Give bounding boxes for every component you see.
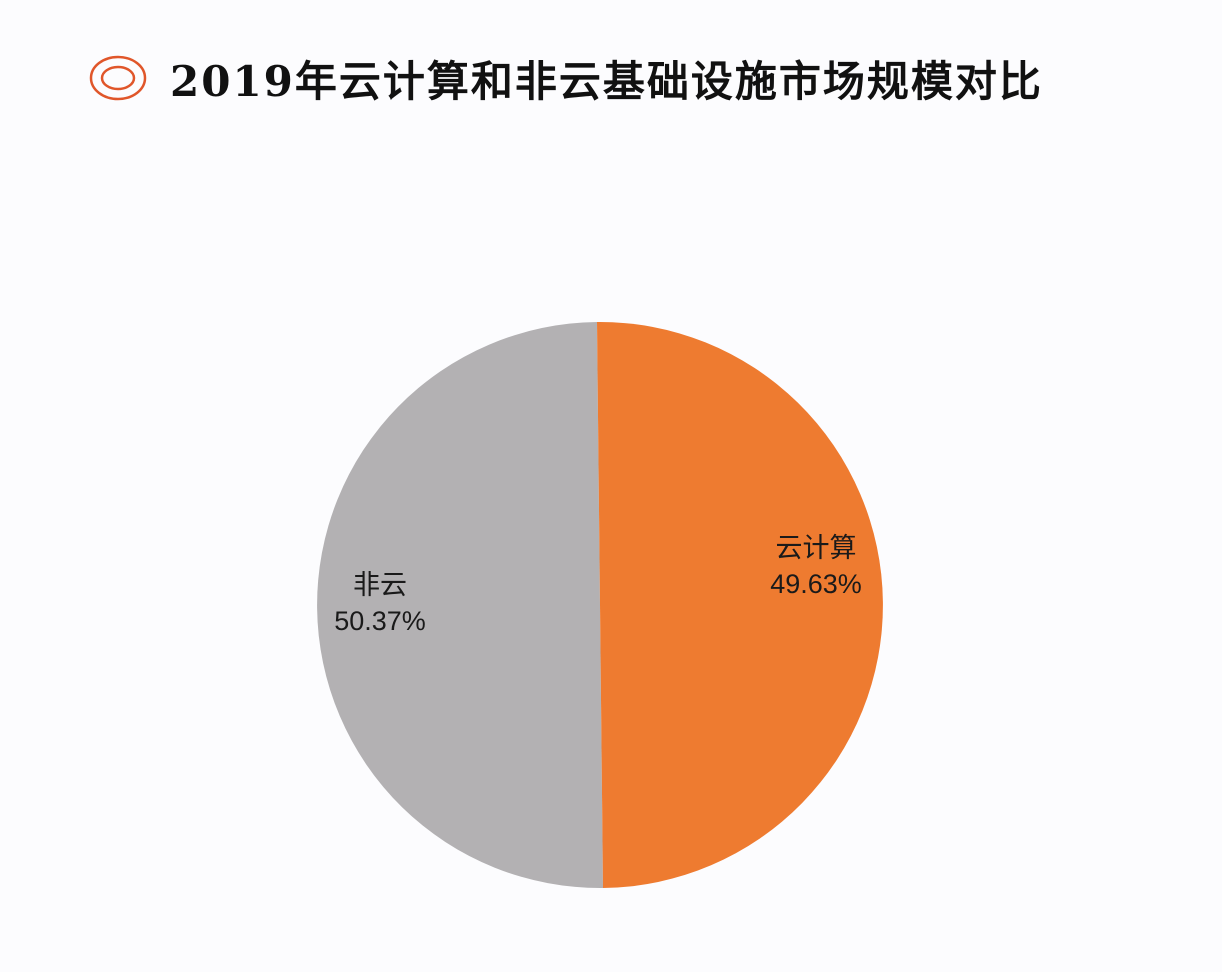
chart-title: 2019年云计算和非云基础设施市场规模对比 — [170, 56, 1043, 106]
slice-label-noncloud: 非云 50.37% — [315, 567, 445, 639]
slice-label-cloud: 云计算 49.63% — [752, 530, 880, 602]
chart-title-row: 2019年云计算和非云基础设施市场规模对比 — [88, 48, 1043, 108]
pie-slice-noncloud — [317, 322, 603, 889]
slice-name-noncloud: 非云 — [353, 570, 407, 600]
slice-pct-noncloud: 50.37% — [334, 606, 426, 636]
pie-slice-cloud — [597, 321, 883, 889]
slice-name-cloud: 云计算 — [775, 533, 857, 563]
concentric-ellipse-icon — [89, 55, 147, 101]
slice-pct-cloud: 49.63% — [770, 569, 862, 599]
